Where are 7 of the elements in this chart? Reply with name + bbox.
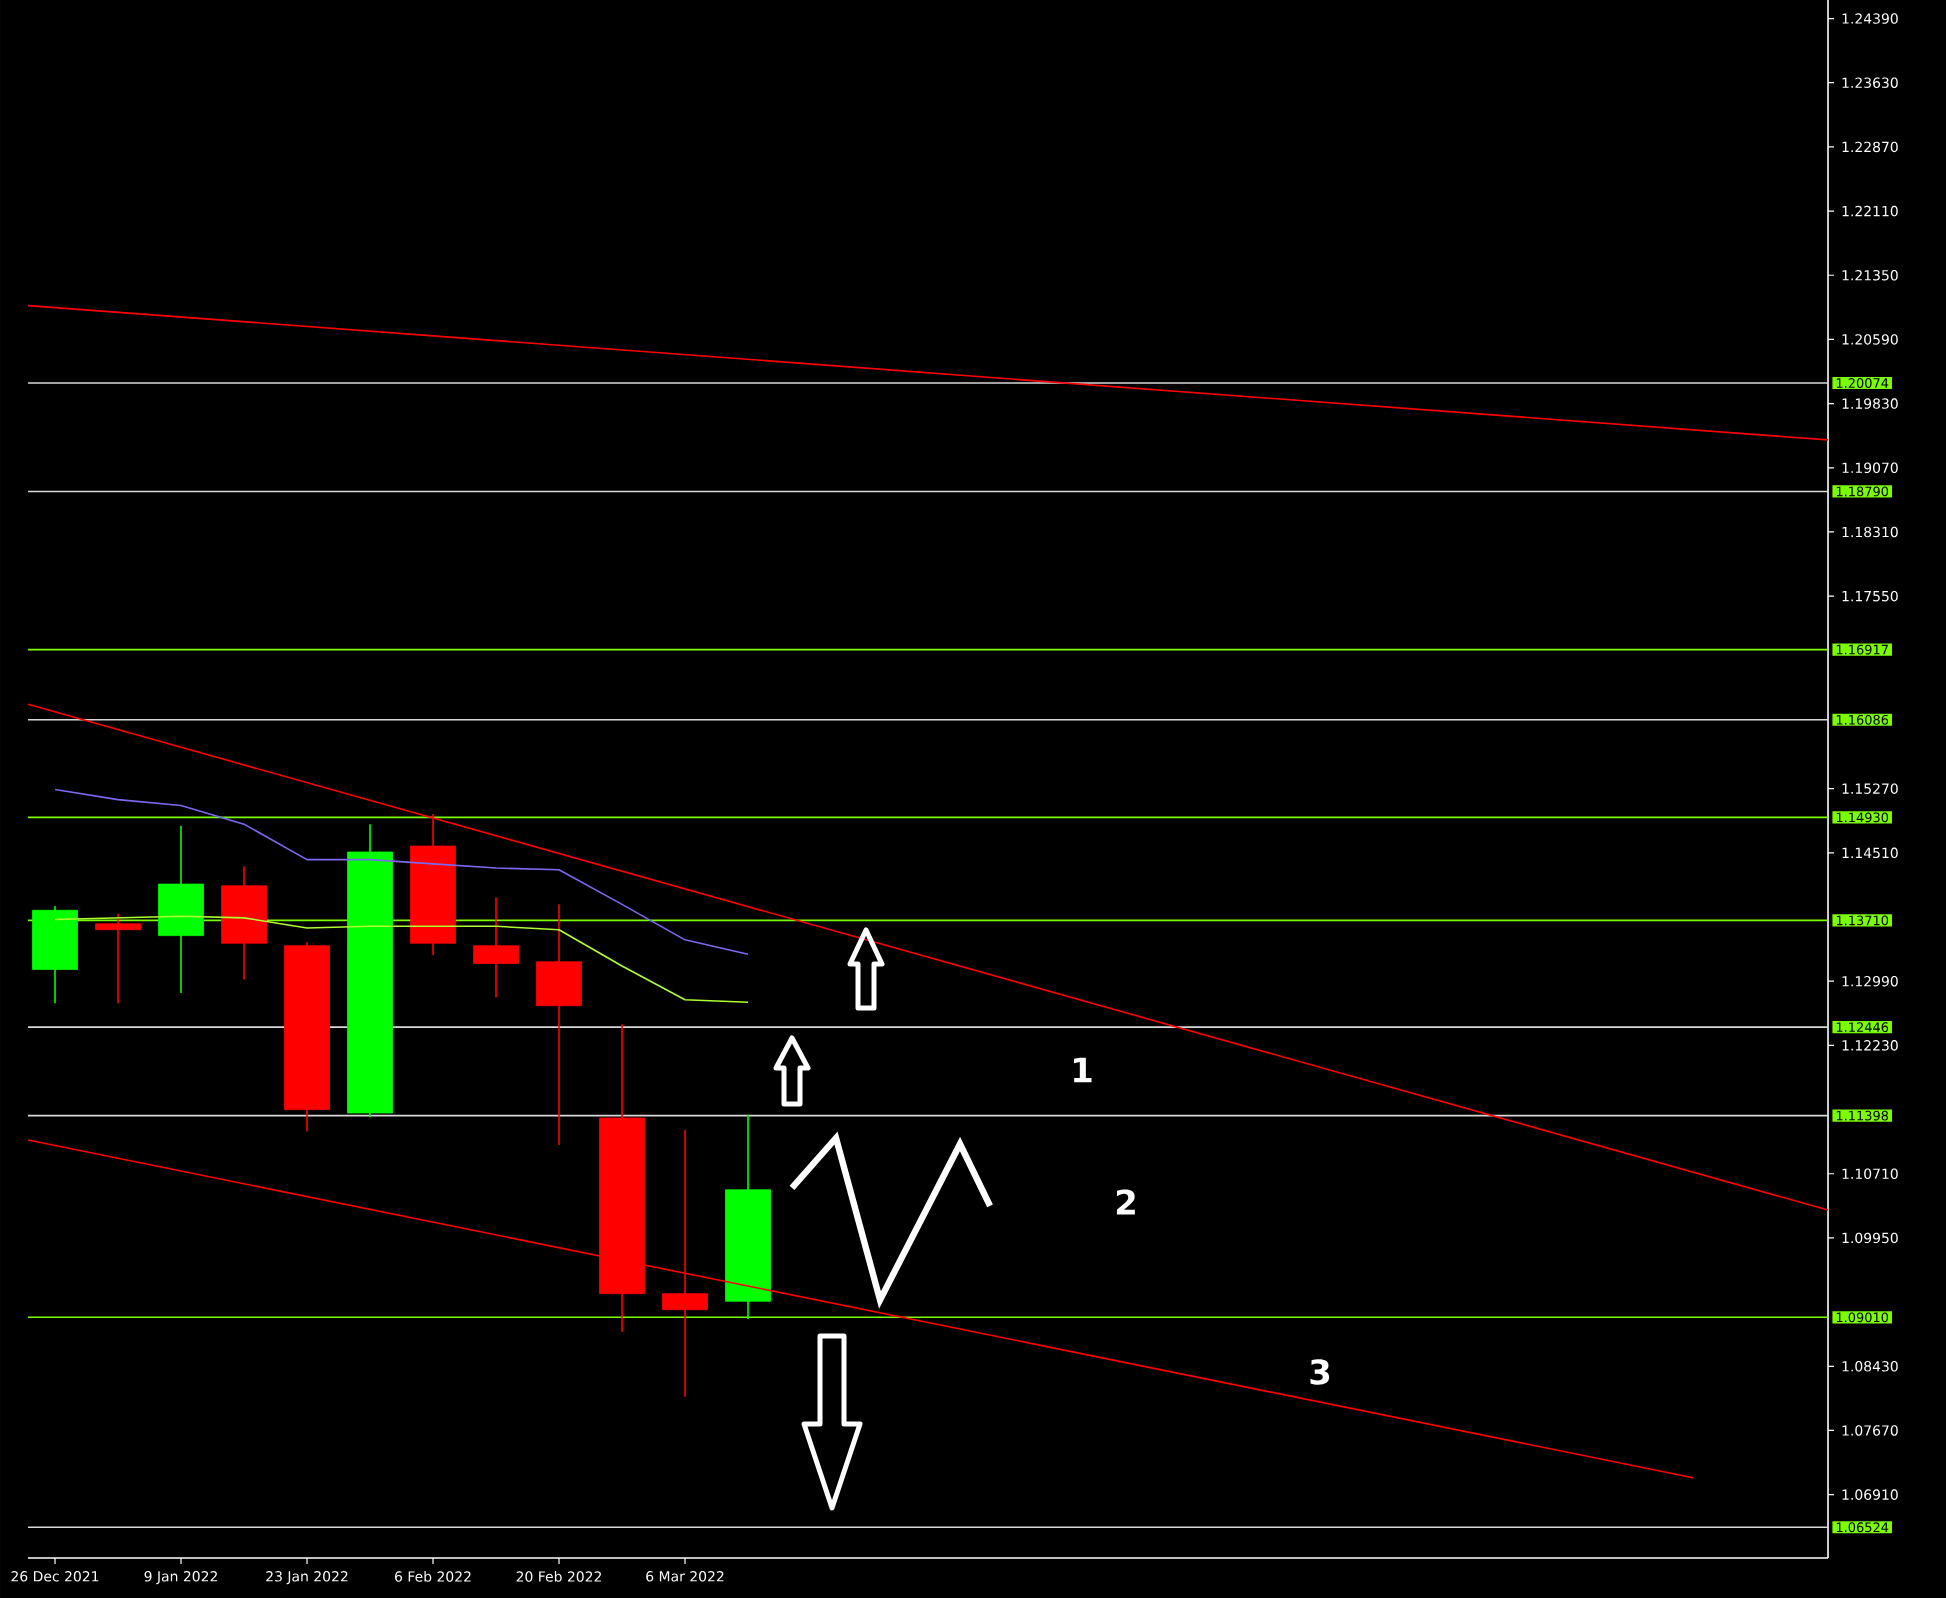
- line-series: [54, 788, 749, 955]
- candlestick: [473, 896, 519, 999]
- annotation: 1: [1074, 1057, 1092, 1083]
- candlestick: [95, 912, 141, 1004]
- annotation: 2: [1116, 1189, 1135, 1215]
- candlestick: [536, 903, 582, 1146]
- annotation: 3: [1310, 1359, 1330, 1385]
